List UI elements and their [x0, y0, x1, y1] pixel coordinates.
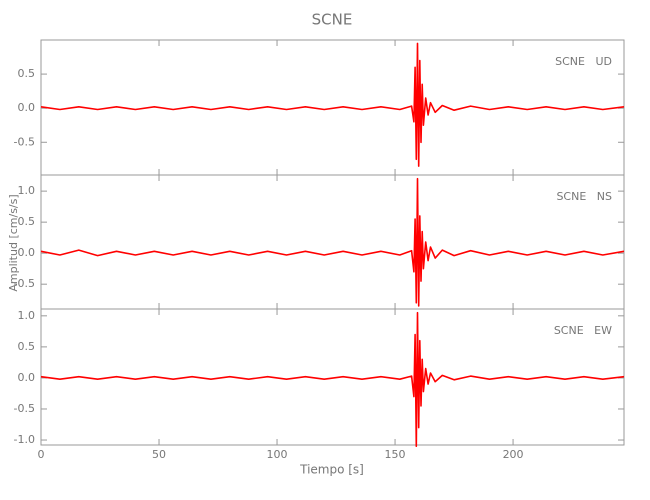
channel-label: SCNE EW: [554, 324, 612, 337]
waveform: [40, 177, 625, 307]
waveform: [40, 311, 625, 448]
waveform: [40, 42, 625, 167]
channel-label: SCNE UD: [555, 55, 612, 68]
x-tick-label: 150: [385, 448, 406, 461]
y-tick-label: -0.5: [14, 135, 35, 148]
chart-title: SCNE: [312, 11, 353, 29]
y-tick-label: 1.0: [18, 309, 36, 322]
y-tick-label: 0.5: [18, 67, 36, 80]
y-tick-label: -0.5: [14, 277, 35, 290]
x-tick-label: 50: [152, 448, 166, 461]
y-tick-label: 1.0: [18, 184, 36, 197]
panel-frame: [40, 174, 625, 310]
channel-label: SCNE NS: [556, 190, 612, 203]
x-tick-label: 200: [503, 448, 524, 461]
y-tick-label: 0.0: [18, 101, 36, 114]
y-axis-label: Amplitud [cm/s/s]: [7, 194, 20, 291]
y-tick-label: -1.0: [14, 433, 35, 446]
y-tick-label: -0.5: [14, 402, 35, 415]
y-tick-label: 0.0: [18, 246, 36, 259]
y-tick-label: 0.0: [18, 371, 36, 384]
x-axis-label: Tiempo [s]: [299, 463, 364, 477]
x-tick-label: 100: [267, 448, 288, 461]
y-tick-label: 0.5: [18, 215, 36, 228]
panel-frame: [40, 308, 625, 446]
x-tick-label: 0: [38, 448, 45, 461]
y-tick-label: 0.5: [18, 340, 36, 353]
